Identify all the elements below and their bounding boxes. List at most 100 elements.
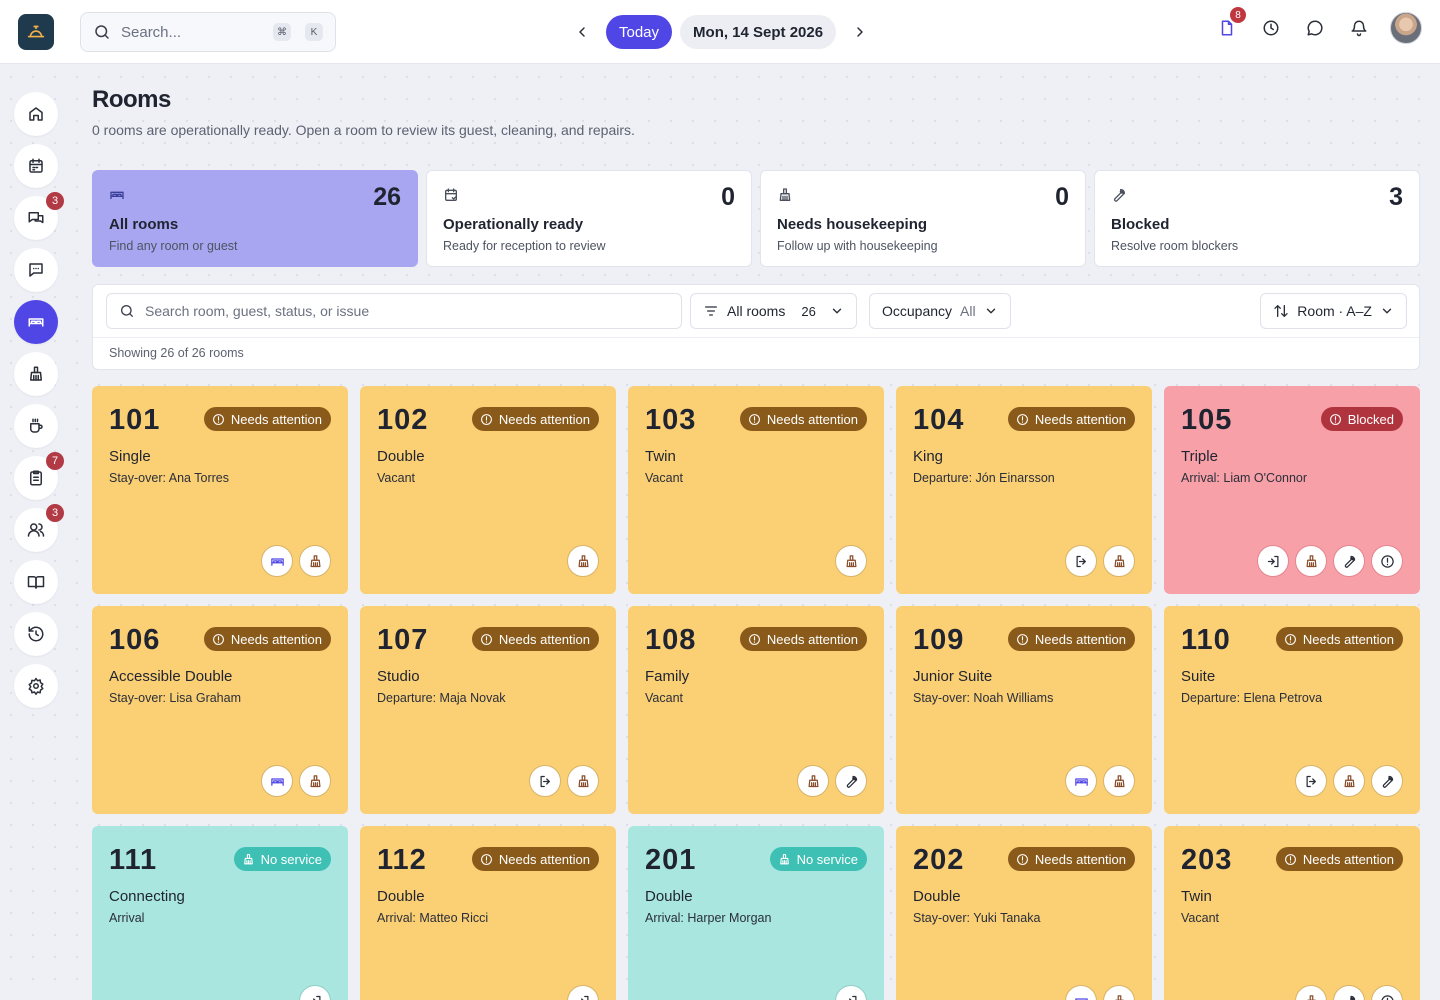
chat-button[interactable]: [1300, 13, 1330, 43]
sidebar-item-tasks[interactable]: 7: [14, 452, 64, 500]
login-action-button[interactable]: [1257, 545, 1289, 577]
broom-action-button[interactable]: [1295, 545, 1327, 577]
main-content: Rooms 0 rooms are operationally ready. O…: [92, 64, 1420, 1000]
broom-action-button[interactable]: [567, 765, 599, 797]
occupancy-filter-dropdown[interactable]: Occupancy All: [869, 293, 1011, 329]
login-action-button[interactable]: [299, 985, 331, 1000]
broom-action-button[interactable]: [835, 545, 867, 577]
wrench-action-button[interactable]: [1333, 545, 1365, 577]
room-type: Double: [913, 888, 961, 905]
sidebar-item-guide[interactable]: [14, 560, 58, 604]
stat-card-blocked[interactable]: 3 Blocked Resolve room blockers: [1094, 170, 1420, 267]
stat-card-needs-housekeeping[interactable]: 0 Needs housekeeping Follow up with hous…: [760, 170, 1086, 267]
sidebar-item-housekeeping[interactable]: [14, 352, 58, 396]
room-status-badge: Needs attention: [471, 407, 599, 431]
sidebar-item-settings[interactable]: [14, 664, 58, 708]
broom-action-button[interactable]: [567, 545, 599, 577]
room-actions: [835, 545, 867, 577]
chevron-down-icon: [1382, 308, 1392, 314]
broom-action-button[interactable]: [1103, 985, 1135, 1000]
sidebar-item-guests[interactable]: 3: [14, 504, 64, 552]
current-date[interactable]: Mon, 14 Sept 2026: [680, 15, 837, 49]
room-card-109[interactable]: 109 Needs attention Junior Suite Stay-ov…: [896, 606, 1152, 814]
sidebar-item-breakfast[interactable]: [14, 404, 58, 448]
room-card-202[interactable]: 202 Needs attention Double Stay-over: Yu…: [896, 826, 1152, 1000]
room-card-103[interactable]: 103 Needs attention Twin Vacant: [628, 386, 884, 594]
alert-action-button[interactable]: [1371, 545, 1403, 577]
sort-dropdown[interactable]: Room · A–Z: [1260, 293, 1407, 329]
wrench-action-button[interactable]: [1371, 765, 1403, 797]
broom-action-button[interactable]: [797, 765, 829, 797]
global-search[interactable]: Search... ⌘ K: [80, 12, 336, 52]
room-card-101[interactable]: 101 Needs attention Single Stay-over: An…: [92, 386, 348, 594]
bed-action-button[interactable]: [1065, 985, 1097, 1000]
stat-card-all-rooms[interactable]: 26 All rooms Find any room or guest: [92, 170, 418, 267]
bed-action-button[interactable]: [261, 545, 293, 577]
documents-button[interactable]: 8: [1212, 7, 1246, 43]
previous-day-button[interactable]: [566, 16, 598, 48]
room-guest: Arrival: Harper Morgan: [645, 911, 772, 925]
room-card-112[interactable]: 112 Needs attention Double Arrival: Matt…: [360, 826, 616, 1000]
room-card-111[interactable]: 111 No service Connecting Arrival: [92, 826, 348, 1000]
chevron-down-icon: [986, 308, 995, 314]
broom-action-button[interactable]: [1295, 985, 1327, 1000]
broom-action-button[interactable]: [1333, 765, 1365, 797]
room-number: 202: [913, 844, 965, 876]
room-card-107[interactable]: 107 Needs attention Studio Departure: Ma…: [360, 606, 616, 814]
broom-icon: [1306, 994, 1316, 1000]
bed-action-button[interactable]: [261, 765, 293, 797]
sidebar-item-rooms[interactable]: [14, 300, 58, 344]
room-card-105[interactable]: 105 Blocked Triple Arrival: Liam O'Conno…: [1164, 386, 1420, 594]
broom-action-button[interactable]: [1103, 765, 1135, 797]
login-action-button[interactable]: [835, 985, 867, 1000]
users-icon: [27, 523, 45, 537]
notifications-button[interactable]: [1344, 13, 1374, 43]
logout-icon: [1076, 555, 1086, 567]
broom-action-button[interactable]: [299, 545, 331, 577]
login-action-button[interactable]: [567, 985, 599, 1000]
room-card-203[interactable]: 203 Needs attention Twin Vacant: [1164, 826, 1420, 1000]
next-day-button[interactable]: [844, 16, 876, 48]
alert-circle-icon: [1017, 853, 1028, 865]
room-card-108[interactable]: 108 Needs attention Family Vacant: [628, 606, 884, 814]
chat-bubble-icon: [1307, 20, 1323, 36]
sidebar-item-history[interactable]: [14, 612, 58, 656]
logout-action-button[interactable]: [529, 765, 561, 797]
broom-icon: [846, 554, 856, 567]
tasks-badge: 7: [46, 452, 64, 470]
wrench-action-button[interactable]: [835, 765, 867, 797]
user-avatar[interactable]: [1390, 12, 1422, 44]
room-card-106[interactable]: 106 Needs attention Accessible Double St…: [92, 606, 348, 814]
wrench-action-button[interactable]: [1333, 985, 1365, 1000]
room-card-104[interactable]: 104 Needs attention King Departure: Jón …: [896, 386, 1152, 594]
room-actions: [1065, 765, 1135, 797]
room-card-102[interactable]: 102 Needs attention Double Vacant: [360, 386, 616, 594]
room-card-201[interactable]: 201 No service Double Arrival: Harper Mo…: [628, 826, 884, 1000]
broom-action-button[interactable]: [299, 765, 331, 797]
stat-count: 3: [1389, 183, 1403, 211]
sidebar-item-home[interactable]: [14, 92, 58, 136]
logout-action-button[interactable]: [1295, 765, 1327, 797]
bed-action-button[interactable]: [1065, 765, 1097, 797]
sidebar-item-calendar[interactable]: [14, 144, 58, 188]
today-button[interactable]: Today: [606, 15, 673, 49]
page-title: Rooms: [92, 86, 171, 113]
sidebar-item-feedback[interactable]: [14, 248, 58, 292]
clock-button[interactable]: [1256, 13, 1286, 43]
status-label: Needs attention: [1034, 851, 1126, 867]
stat-card-operationally-ready[interactable]: 0 Operationally ready Ready for receptio…: [426, 170, 752, 267]
room-actions: [299, 985, 331, 1000]
status-label: No service: [796, 851, 858, 867]
logout-action-button[interactable]: [1065, 545, 1097, 577]
broom-action-button[interactable]: [1103, 545, 1135, 577]
sidebar-item-messages[interactable]: 3: [14, 192, 64, 240]
alert-action-button[interactable]: [1371, 985, 1403, 1000]
alert-circle-icon: [1285, 853, 1296, 865]
room-number: 101: [109, 404, 161, 436]
rooms-filter-dropdown[interactable]: All rooms 26: [690, 293, 857, 329]
room-search-input[interactable]: [145, 303, 669, 319]
room-card-110[interactable]: 110 Needs attention Suite Departure: Ele…: [1164, 606, 1420, 814]
app-logo[interactable]: [18, 14, 54, 50]
sidebar: 3 7 3: [14, 92, 64, 716]
status-icon: [1284, 853, 1297, 866]
